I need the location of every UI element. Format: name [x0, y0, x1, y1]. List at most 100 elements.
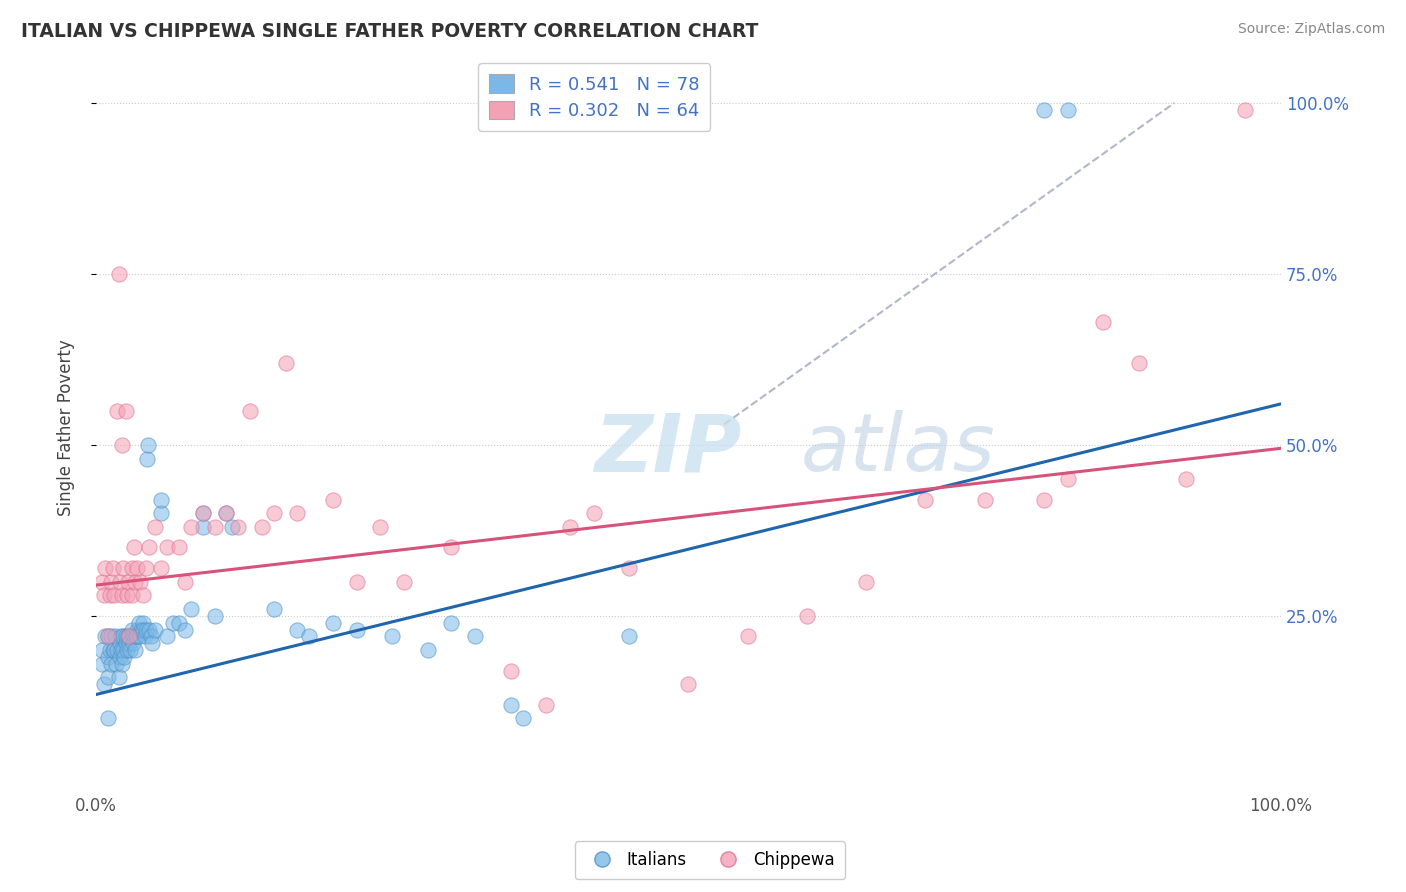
Point — [94, 629, 117, 643]
Point — [114, 403, 136, 417]
Point — [107, 267, 129, 281]
Point — [558, 520, 581, 534]
Text: ITALIAN VS CHIPPEWA SINGLE FATHER POVERTY CORRELATION CHART: ITALIAN VS CHIPPEWA SINGLE FATHER POVERT… — [21, 22, 758, 41]
Point — [128, 615, 150, 630]
Point — [150, 492, 173, 507]
Point — [1234, 103, 1257, 117]
Point — [103, 643, 125, 657]
Point — [111, 657, 134, 671]
Point — [114, 636, 136, 650]
Point — [100, 629, 122, 643]
Point — [914, 492, 936, 507]
Point — [132, 623, 155, 637]
Point — [1056, 472, 1078, 486]
Point — [678, 677, 700, 691]
Point — [134, 629, 156, 643]
Legend: Italians, Chippewa: Italians, Chippewa — [575, 841, 845, 880]
Point — [143, 623, 166, 637]
Point — [124, 574, 146, 589]
Point — [105, 657, 128, 671]
Point — [114, 649, 136, 664]
Point — [135, 623, 157, 637]
Point — [114, 629, 136, 643]
Point — [111, 438, 134, 452]
Point — [124, 643, 146, 657]
Point — [298, 629, 321, 643]
Text: Source: ZipAtlas.com: Source: ZipAtlas.com — [1237, 22, 1385, 37]
Point — [93, 588, 115, 602]
Point — [117, 629, 139, 643]
Point — [94, 561, 117, 575]
Point — [121, 588, 143, 602]
Point — [91, 657, 114, 671]
Point — [440, 615, 463, 630]
Point — [191, 520, 214, 534]
Point — [619, 629, 641, 643]
Point — [440, 541, 463, 555]
Point — [115, 643, 138, 657]
Point — [108, 649, 131, 664]
Point — [346, 574, 368, 589]
Point — [180, 602, 202, 616]
Point — [138, 541, 160, 555]
Point — [381, 629, 404, 643]
Point — [127, 629, 149, 643]
Point — [150, 506, 173, 520]
Point — [156, 629, 179, 643]
Point — [215, 506, 238, 520]
Point — [104, 629, 127, 643]
Point — [392, 574, 415, 589]
Point — [91, 574, 114, 589]
Point — [162, 615, 184, 630]
Point — [215, 506, 238, 520]
Point — [93, 677, 115, 691]
Point — [287, 506, 309, 520]
Point — [464, 629, 486, 643]
Point — [180, 520, 202, 534]
Point — [112, 643, 135, 657]
Point — [167, 541, 190, 555]
Point — [287, 623, 309, 637]
Point — [105, 643, 128, 657]
Point — [108, 636, 131, 650]
Point — [122, 541, 145, 555]
Text: atlas: atlas — [801, 410, 995, 488]
Point — [136, 451, 159, 466]
Point — [204, 608, 226, 623]
Point — [737, 629, 759, 643]
Point — [346, 623, 368, 637]
Point — [121, 623, 143, 637]
Point — [138, 623, 160, 637]
Point — [150, 561, 173, 575]
Point — [120, 643, 142, 657]
Point — [112, 629, 135, 643]
Point — [191, 506, 214, 520]
Point — [796, 608, 818, 623]
Point — [97, 649, 120, 664]
Point — [91, 643, 114, 657]
Point — [173, 574, 195, 589]
Point — [139, 629, 162, 643]
Point — [370, 520, 392, 534]
Point — [143, 520, 166, 534]
Point — [156, 541, 179, 555]
Point — [1033, 103, 1056, 117]
Point — [128, 629, 150, 643]
Point — [582, 506, 605, 520]
Point — [97, 670, 120, 684]
Point — [97, 629, 120, 643]
Point — [98, 588, 121, 602]
Point — [115, 588, 138, 602]
Point — [105, 403, 128, 417]
Point — [226, 520, 249, 534]
Point — [416, 643, 439, 657]
Point — [499, 698, 522, 712]
Point — [512, 711, 534, 725]
Y-axis label: Single Father Poverty: Single Father Poverty — [58, 340, 75, 516]
Point — [136, 438, 159, 452]
Point — [1175, 472, 1198, 486]
Point — [239, 403, 262, 417]
Point — [127, 561, 149, 575]
Point — [263, 506, 285, 520]
Point — [110, 629, 132, 643]
